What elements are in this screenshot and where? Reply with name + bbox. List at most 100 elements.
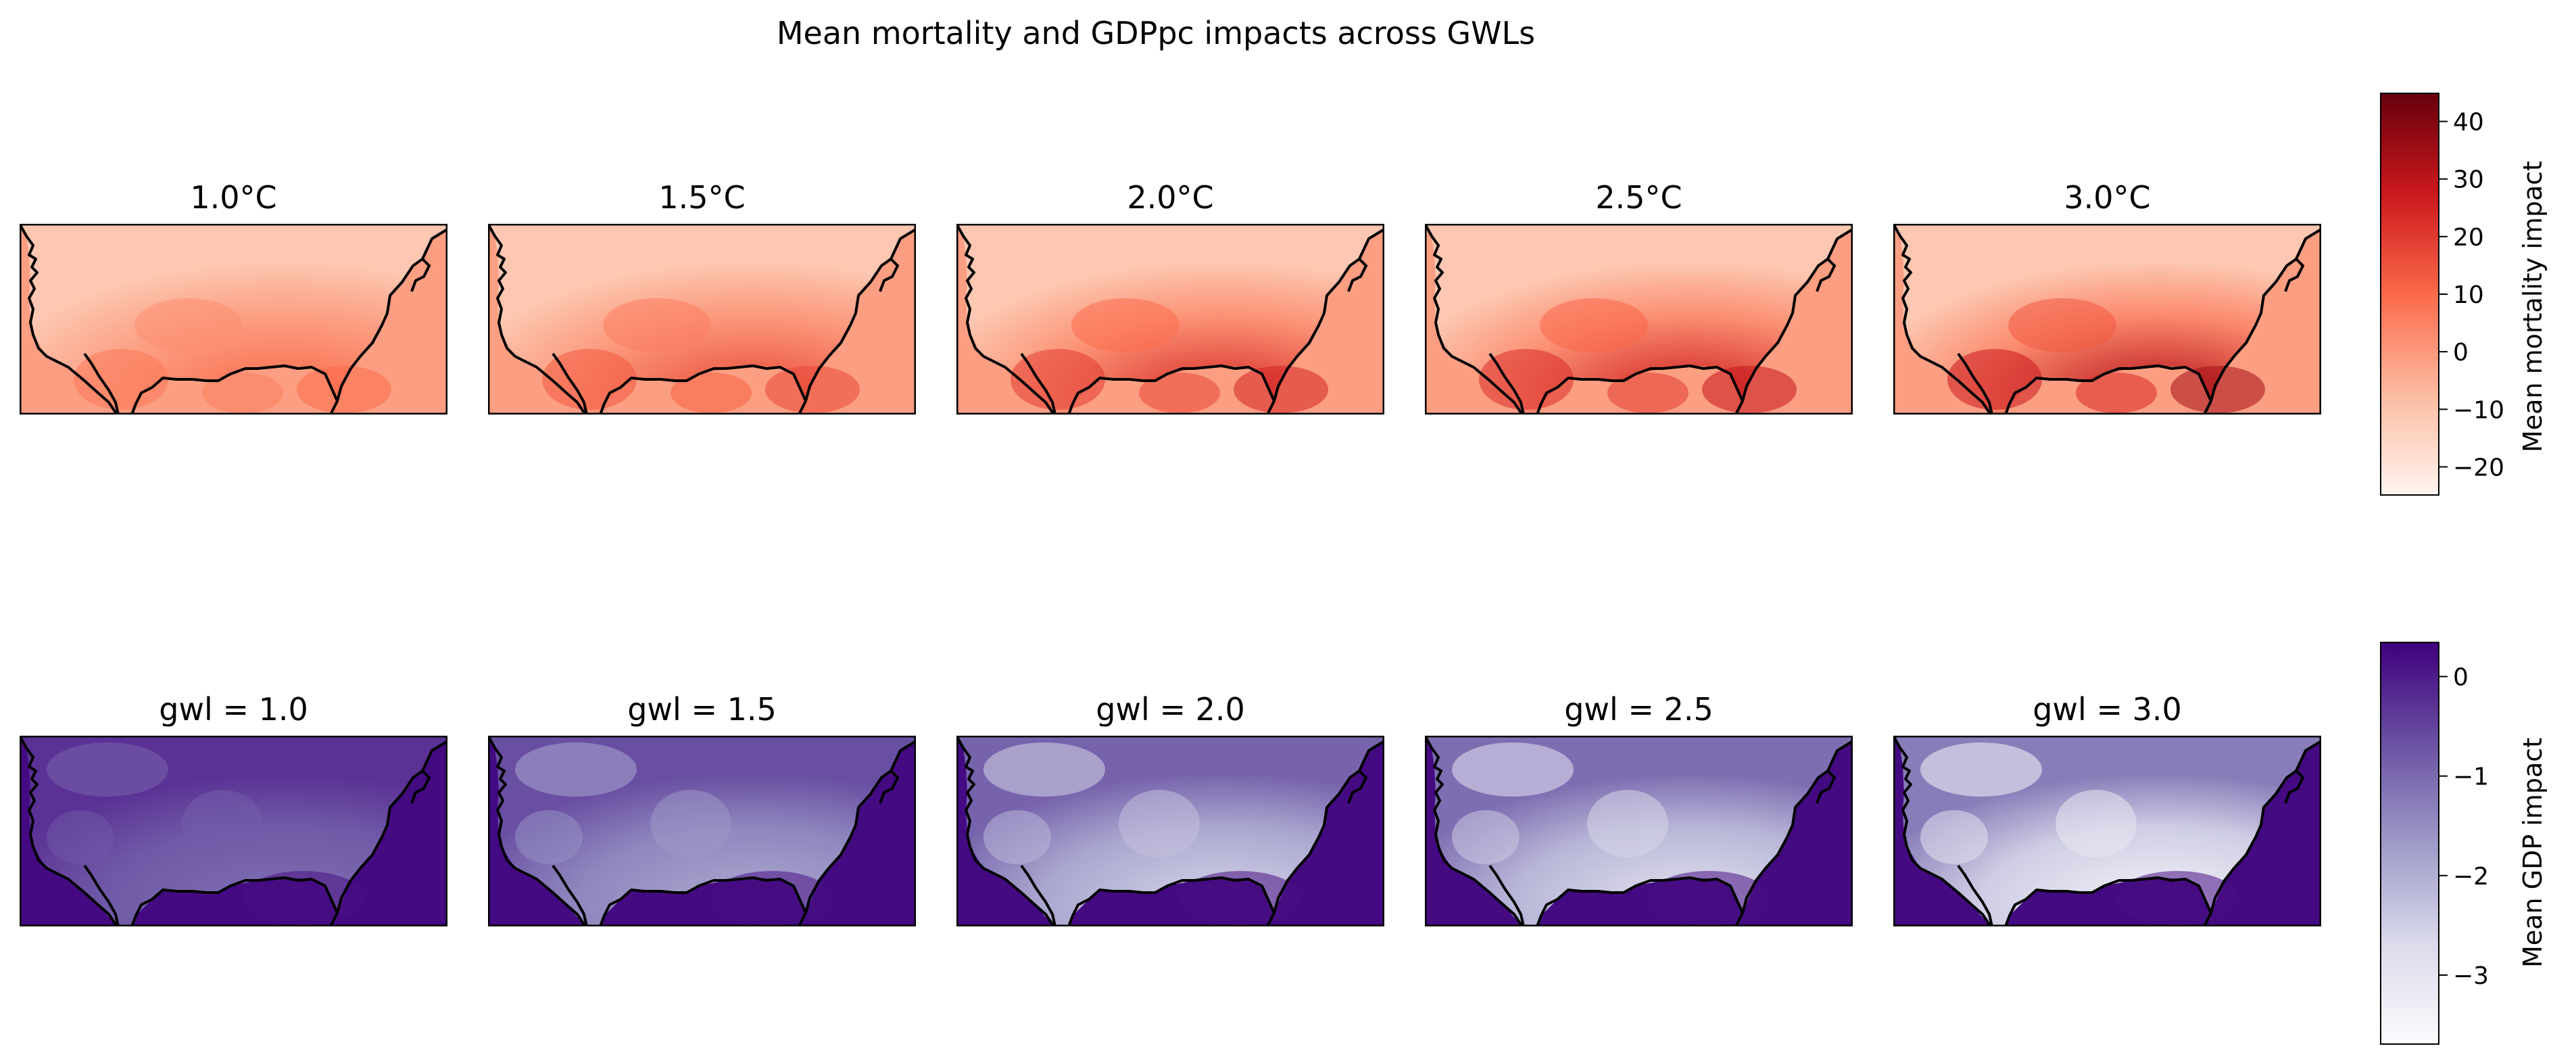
colorbar-tick-label: −2 — [2453, 863, 2489, 891]
colorbar-tick-label: −3 — [2453, 962, 2489, 990]
impact-hotspot — [2056, 790, 2137, 857]
colorbar-gradient — [2380, 642, 2439, 1045]
map-frame — [956, 736, 1384, 926]
panel-title: 1.0°C — [190, 179, 277, 216]
coastline — [20, 736, 447, 926]
colorbar-tick-label: −10 — [2453, 396, 2504, 424]
map-frame — [1893, 224, 2321, 415]
impact-hotspot — [1920, 810, 1988, 864]
map-svg — [956, 224, 1384, 415]
map-panel-gdp-3: gwl = 2.0 — [956, 691, 1384, 926]
map-panel-mortality-3: 2.0°C — [956, 179, 1384, 415]
impact-hotspot — [983, 810, 1051, 864]
impact-hotspot — [243, 871, 364, 925]
map-svg — [1425, 224, 1853, 415]
coastline — [879, 770, 900, 804]
map-panel-gdp-2: gwl = 1.5 — [488, 691, 916, 926]
impact-hotspot — [1540, 298, 1648, 352]
impact-hotspot — [515, 810, 583, 864]
panel-title: gwl = 1.5 — [627, 691, 777, 728]
map-panel-mortality-1: 1.0°C — [20, 179, 447, 415]
map-frame — [488, 224, 916, 415]
impact-hotspot — [671, 373, 752, 413]
impact-hotspot — [1139, 373, 1220, 413]
impact-hotspot — [1452, 742, 1574, 797]
map-panel-gdp-4: gwl = 2.5 — [1425, 691, 1853, 926]
coastline — [1425, 224, 1853, 415]
panel-title: 1.5°C — [658, 179, 746, 216]
colorbar-mortality: −20 −10 0 10 20 30 40 Mean mortality impact — [2380, 93, 2548, 496]
colorbar-tick-label: 0 — [2453, 664, 2469, 692]
impact-hotspot — [1011, 349, 1105, 410]
colorbar-tick-label: 10 — [2453, 281, 2484, 309]
map-svg — [20, 224, 447, 415]
impact-hotspot — [1071, 298, 1180, 352]
impact-hotspot — [1702, 366, 1797, 413]
map-svg — [1425, 736, 1853, 926]
impact-hotspot — [515, 742, 637, 797]
impact-hotspot — [542, 349, 637, 410]
coastline — [2284, 770, 2305, 804]
coastline — [488, 736, 916, 926]
map-frame — [956, 224, 1384, 415]
impact-hotspot — [74, 349, 168, 410]
colorbar-gdp: −3 −2 −1 0 Mean GDP impact — [2380, 642, 2548, 1045]
impact-hotspot — [202, 373, 283, 413]
impact-hotspot — [1119, 790, 1200, 857]
impact-hotspot — [983, 742, 1105, 797]
coastline — [410, 258, 431, 292]
colorbar-tick-label: −1 — [2453, 763, 2489, 791]
impact-hotspot — [1920, 742, 2042, 797]
panel-title: 3.0°C — [2064, 179, 2151, 216]
map-frame — [1425, 736, 1853, 926]
coastline — [956, 736, 1384, 926]
panel-title: gwl = 1.0 — [159, 691, 308, 728]
map-svg — [956, 736, 1384, 926]
impact-hotspot — [1947, 349, 2042, 410]
panel-title: gwl = 2.5 — [1564, 691, 1714, 728]
map-frame — [1893, 736, 2321, 926]
map-frame — [20, 224, 447, 415]
impact-hotspot — [603, 298, 711, 352]
map-panel-mortality-5: 3.0°C — [1893, 179, 2321, 415]
colorbar-tick-label: −20 — [2453, 454, 2504, 481]
coastline — [410, 770, 431, 804]
impact-hotspot — [2170, 366, 2265, 413]
coastline — [1347, 770, 1368, 804]
impact-hotspot — [1587, 790, 1668, 857]
panel-title: gwl = 3.0 — [2033, 691, 2182, 728]
coastline — [1893, 736, 2321, 926]
coastline — [1816, 770, 1837, 804]
colorbar-label: Mean mortality impact — [2518, 160, 2548, 452]
colorbar-gradient — [2380, 93, 2439, 496]
coastline — [1425, 736, 1853, 926]
impact-hotspot — [1479, 349, 1574, 410]
coastline — [956, 224, 1384, 415]
impact-hotspot — [1452, 810, 1520, 864]
map-panel-mortality-4: 2.5°C — [1425, 179, 1853, 415]
impact-hotspot — [47, 742, 168, 797]
impact-hotspot — [1607, 373, 1688, 413]
map-panel-gdp-5: gwl = 3.0 — [1893, 691, 2321, 926]
map-frame — [20, 736, 447, 926]
colorbar-tick-label: 40 — [2453, 109, 2484, 137]
impact-hotspot — [765, 366, 860, 413]
map-svg — [488, 224, 916, 415]
map-svg — [20, 736, 447, 926]
impact-hotspot — [2076, 373, 2157, 413]
panel-title: 2.5°C — [1595, 179, 1682, 216]
impact-hotspot — [297, 366, 391, 413]
map-svg — [1893, 224, 2321, 415]
colorbar-tick-label: 30 — [2453, 166, 2484, 194]
impact-hotspot — [1180, 871, 1301, 925]
coastline — [1893, 224, 2321, 415]
colorbar-tick-label: 20 — [2453, 224, 2484, 252]
impact-hotspot — [47, 810, 114, 864]
impact-hotspot — [182, 790, 263, 857]
panel-title: gwl = 2.0 — [1096, 691, 1245, 728]
map-frame — [1425, 224, 1853, 415]
map-svg — [1893, 736, 2321, 926]
impact-hotspot — [1648, 871, 1770, 925]
colorbar-svg: −20 −10 0 10 20 30 40 — [2380, 93, 2504, 496]
colorbar-tick-label: 0 — [2453, 339, 2469, 367]
